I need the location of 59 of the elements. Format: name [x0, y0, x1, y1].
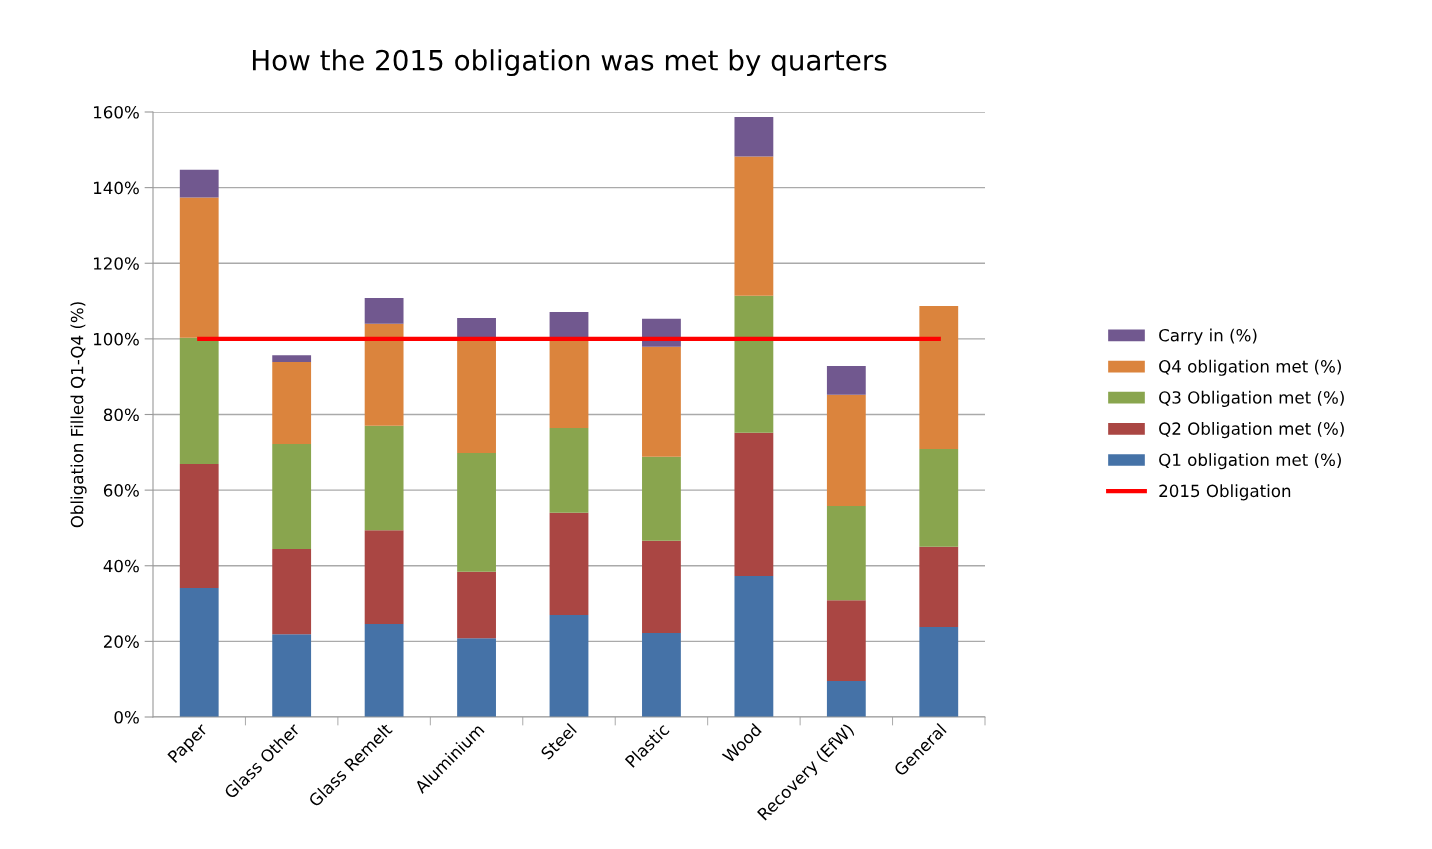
bar [919, 627, 959, 717]
y-tick-label: 60% [103, 484, 139, 497]
bar [826, 394, 866, 507]
bar [919, 305, 959, 449]
y-tick-label: 80% [103, 408, 139, 422]
bar [364, 623, 404, 717]
y-tick-label: 160% [93, 105, 139, 119]
bar [549, 512, 589, 615]
bar [179, 337, 219, 465]
y-tick-label: 20% [103, 635, 139, 648]
bar [734, 432, 774, 576]
bar [826, 506, 866, 601]
bar [272, 361, 312, 444]
bar [549, 339, 589, 429]
legend-label: 2015 Obligation [1159, 484, 1291, 501]
bar [549, 614, 589, 717]
bar [457, 340, 496, 454]
legend-label: Q4 obligation met (%) [1159, 359, 1341, 376]
bar [457, 571, 496, 639]
bar [826, 681, 866, 717]
bar [642, 456, 681, 541]
bar [272, 443, 312, 550]
bar [179, 169, 219, 198]
bar [826, 366, 866, 395]
bar [642, 633, 681, 717]
bar [364, 425, 404, 531]
bar [457, 453, 496, 572]
bar [642, 540, 681, 634]
y-tick-label: 140% [93, 181, 139, 195]
y-tick-label: 40% [103, 559, 139, 573]
y-tick-label: 0% [114, 710, 139, 724]
bar [734, 156, 774, 296]
bar [734, 295, 774, 433]
y-tick-label: 120% [93, 257, 139, 270]
bar [364, 323, 404, 426]
chart-title: How the 2015 obligation was met by quarters [252, 49, 887, 77]
bar [364, 298, 404, 324]
bar [919, 546, 959, 628]
legend-label: Q2 Obligation met (%) [1159, 422, 1344, 439]
bar [272, 355, 312, 362]
bar [826, 600, 866, 682]
bar [179, 464, 219, 589]
bar [549, 428, 589, 513]
bar [457, 638, 496, 717]
legend-label: Q1 obligation met (%) [1159, 453, 1341, 470]
bar [642, 346, 681, 457]
bar [179, 197, 219, 338]
bar [549, 312, 589, 340]
bar [364, 530, 404, 624]
y-tick-label: 100% [93, 332, 139, 346]
bar [734, 116, 774, 157]
legend-label: Q3 Obligation met (%) [1159, 390, 1344, 407]
bar [272, 549, 312, 635]
y-axis-title: Obligation Filled Q1-Q4 (%) [70, 302, 87, 528]
bar [919, 448, 959, 547]
bar [734, 575, 774, 717]
bar [179, 588, 219, 717]
legend-label: Carry in (%) [1159, 328, 1257, 345]
bar [272, 634, 312, 717]
